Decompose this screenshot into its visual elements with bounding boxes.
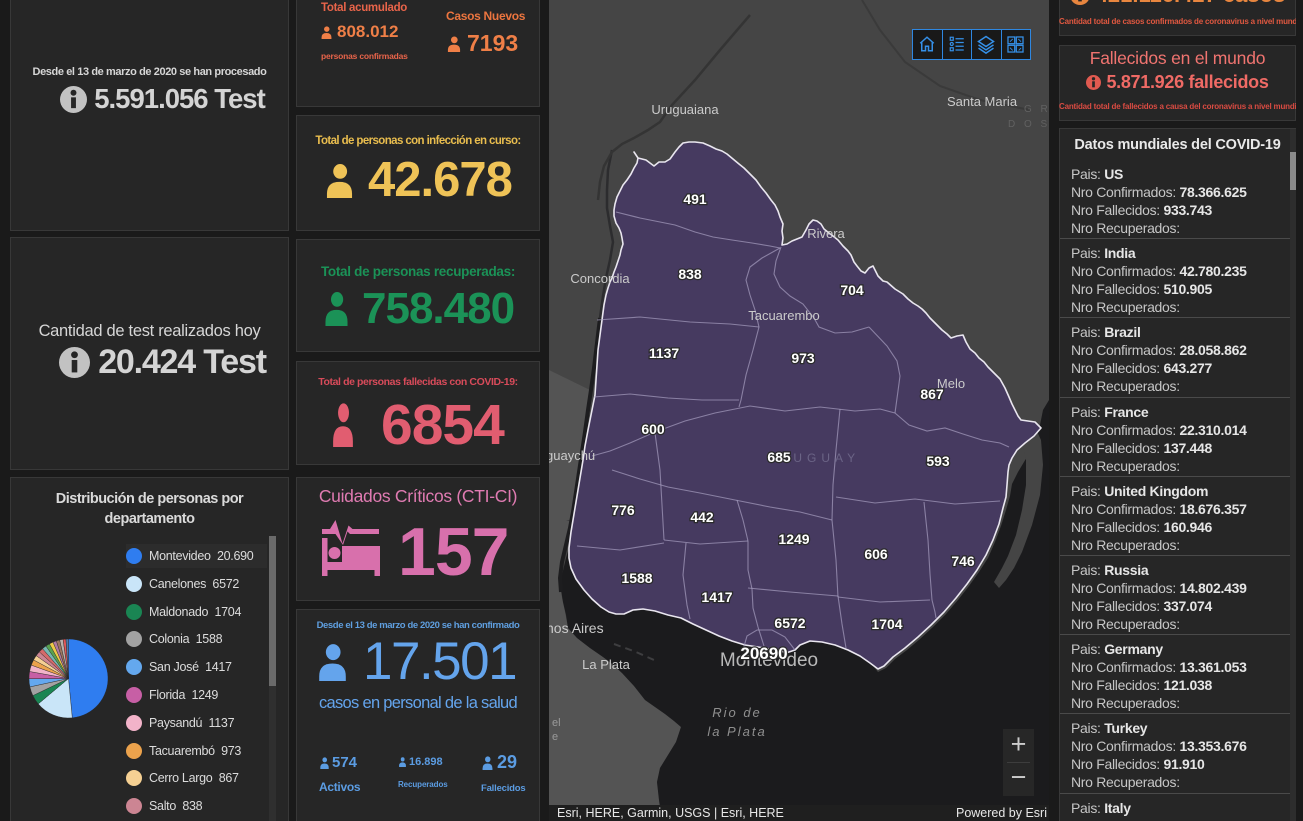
svg-text:Uruguaiana: Uruguaiana bbox=[651, 102, 719, 117]
svg-text:Rivera: Rivera bbox=[807, 226, 845, 241]
svg-text:guaychú: guaychú bbox=[549, 448, 595, 463]
svg-text:838: 838 bbox=[678, 266, 702, 282]
svg-text:6572: 6572 bbox=[774, 615, 805, 631]
svg-text:D O S U: D O S U bbox=[1008, 119, 1049, 130]
svg-text:704: 704 bbox=[840, 282, 864, 298]
svg-text:1137: 1137 bbox=[649, 345, 680, 361]
svg-text:746: 746 bbox=[951, 553, 975, 569]
svg-text:1704: 1704 bbox=[871, 616, 902, 632]
svg-text:Montevideo: Montevideo bbox=[720, 650, 818, 671]
svg-text:867: 867 bbox=[920, 386, 944, 402]
svg-text:1249: 1249 bbox=[778, 531, 809, 547]
svg-text:G R A: G R A bbox=[1024, 104, 1049, 115]
svg-text:URUGUAY: URUGUAY bbox=[766, 451, 860, 465]
svg-text:491: 491 bbox=[683, 191, 707, 207]
svg-text:Concordia: Concordia bbox=[570, 271, 630, 286]
svg-text:La Plata: La Plata bbox=[582, 657, 630, 672]
svg-text:Rio de: Rio de bbox=[712, 705, 762, 720]
svg-text:776: 776 bbox=[611, 502, 635, 518]
svg-text:nos Aires: nos Aires bbox=[549, 620, 604, 636]
svg-text:1588: 1588 bbox=[621, 570, 652, 586]
svg-text:el: el bbox=[552, 717, 561, 729]
svg-text:20690: 20690 bbox=[740, 644, 787, 663]
svg-text:685: 685 bbox=[767, 449, 791, 465]
svg-text:442: 442 bbox=[690, 509, 714, 525]
svg-text:1417: 1417 bbox=[701, 589, 732, 605]
svg-text:593: 593 bbox=[926, 453, 950, 469]
svg-text:606: 606 bbox=[864, 546, 888, 562]
svg-text:Melo: Melo bbox=[937, 376, 965, 391]
svg-text:la Plata: la Plata bbox=[707, 724, 766, 739]
svg-text:Tacuarembo: Tacuarembo bbox=[748, 308, 820, 323]
svg-text:973: 973 bbox=[791, 350, 815, 366]
svg-text:600: 600 bbox=[641, 421, 665, 437]
svg-text:Santa Maria: Santa Maria bbox=[947, 94, 1018, 109]
svg-text:e: e bbox=[552, 731, 558, 743]
